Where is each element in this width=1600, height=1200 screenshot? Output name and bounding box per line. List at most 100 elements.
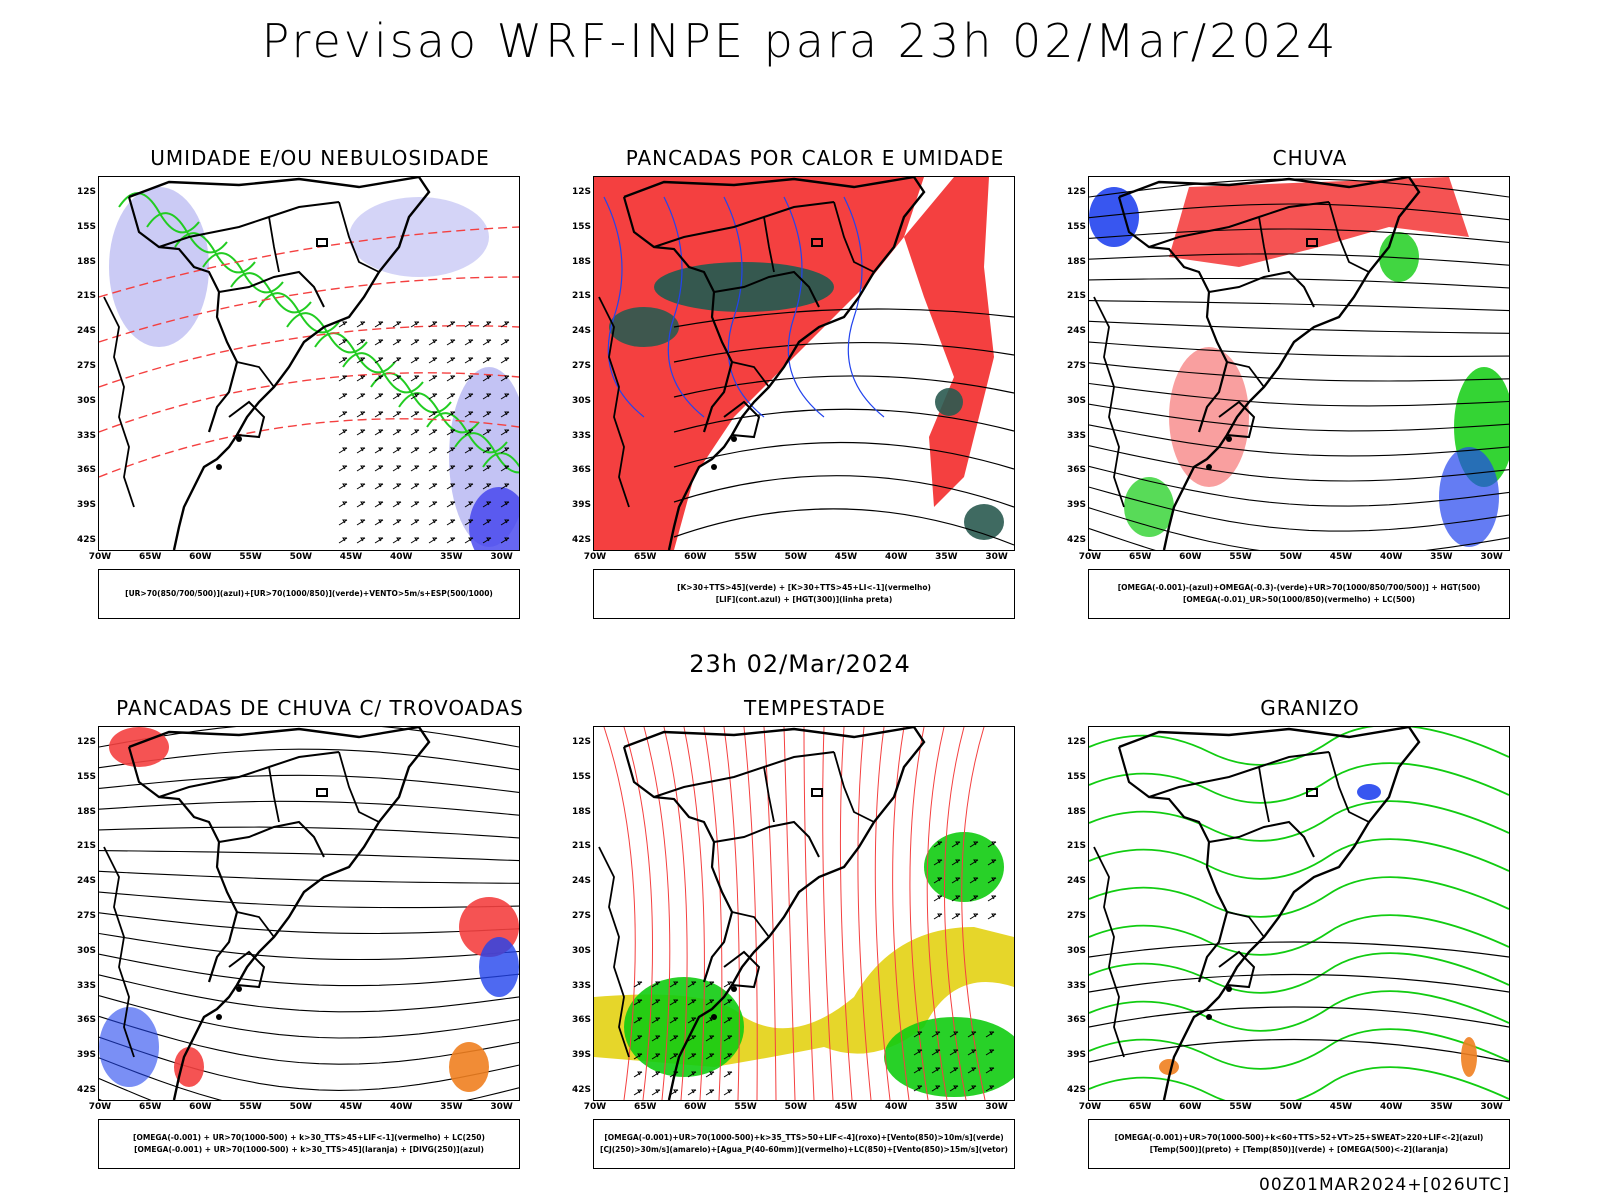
map-panel-5: TEMPESTADE 12S 15S 18S 21S 24S 27S 30S 33S 36S 39S… bbox=[565, 696, 1065, 1171]
latitude-label: 18S bbox=[76, 806, 96, 817]
panel-title: PANCADAS POR CALOR E UMIDADE bbox=[625, 146, 1005, 170]
latitude-label: 33S bbox=[571, 980, 591, 991]
latitude-label: 36S bbox=[1066, 465, 1086, 476]
valid-time-title: 23h 02/Mar/2024 bbox=[689, 650, 911, 678]
longitude-label: 50W bbox=[289, 552, 313, 562]
latitude-label: 42S bbox=[571, 1085, 591, 1095]
latitude-label: 18S bbox=[76, 256, 96, 267]
longitude-label: 70W bbox=[88, 1102, 112, 1112]
latitude-label: 39S bbox=[1066, 500, 1086, 511]
latitude-label: 30S bbox=[76, 945, 96, 956]
longitude-label: 50W bbox=[1279, 552, 1303, 562]
run-info-footer: 00Z01MAR2024+[026UTC] bbox=[1259, 1175, 1510, 1195]
longitude-label: 50W bbox=[1279, 1102, 1303, 1112]
latitude-label: 12S bbox=[571, 737, 591, 747]
longitude-label: 60W bbox=[1179, 1102, 1202, 1112]
latitude-label: 33S bbox=[571, 430, 591, 441]
longitude-label: 30W bbox=[490, 552, 513, 562]
longitude-label: 60W bbox=[1179, 552, 1202, 562]
longitude-label: 65W bbox=[633, 1102, 657, 1112]
longitude-label: 35W bbox=[1430, 552, 1453, 562]
latitude-label: 27S bbox=[76, 361, 96, 371]
panel-title: TEMPESTADE bbox=[744, 696, 886, 720]
longitude-label: 65W bbox=[138, 1102, 162, 1112]
latitude-label: 33S bbox=[76, 430, 96, 441]
latitude-label: 15S bbox=[76, 221, 96, 232]
latitude-label: 18S bbox=[1066, 256, 1086, 267]
latitude-label: 36S bbox=[1066, 1015, 1086, 1026]
latitude-label: 33S bbox=[1066, 430, 1086, 441]
map-area bbox=[1088, 176, 1510, 551]
weather-map bbox=[99, 177, 519, 550]
panel-legend: [OMEGA(-0.001)-(azul)+OMEGA(-0.3)-(verde… bbox=[1088, 569, 1510, 619]
panel-legend: [OMEGA(-0.001)+UR>70(1000-500)+k>35_TTS>… bbox=[593, 1119, 1015, 1169]
longitude-label: 45W bbox=[834, 552, 858, 562]
map-area bbox=[1088, 726, 1510, 1101]
longitude-label: 70W bbox=[583, 1102, 607, 1112]
latitude-label: 21S bbox=[571, 291, 591, 302]
longitude-label: 65W bbox=[1128, 552, 1152, 562]
latitude-label: 18S bbox=[1066, 806, 1086, 817]
longitude-label: 55W bbox=[734, 552, 757, 562]
latitude-label: 21S bbox=[76, 291, 96, 302]
weather-map bbox=[99, 727, 519, 1100]
latitude-label: 39S bbox=[571, 1050, 591, 1061]
latitude-label: 42S bbox=[76, 1085, 96, 1095]
map-panel-1: UMIDADE E/OU NEBULOSIDADE 12S 15S 18S 21S 24S… bbox=[70, 146, 570, 621]
map-area bbox=[98, 176, 520, 551]
panel-legend: [K>30+TTS>45](verde) + [K>30+TTS>45+LI<-… bbox=[593, 569, 1015, 619]
legend-line: [OMEGA(-0.001)-(azul)+OMEGA(-0.3)-(verde… bbox=[1117, 583, 1481, 592]
longitude-label: 35W bbox=[1430, 1102, 1453, 1112]
map-area bbox=[593, 726, 1015, 1101]
latitude-label: 15S bbox=[1066, 771, 1086, 782]
map-panel-2: PANCADAS POR CALOR E UMIDADE 12S 15S 18S 21S… bbox=[565, 146, 1065, 621]
longitude-label: 45W bbox=[339, 1102, 363, 1112]
longitude-label: 30W bbox=[985, 1102, 1008, 1112]
longitude-label: 50W bbox=[289, 1102, 313, 1112]
longitude-label: 45W bbox=[1329, 552, 1353, 562]
latitude-label: 39S bbox=[76, 1050, 96, 1061]
legend-line: [OMEGA(-0.01)_UR>50(1000/850)(vermelho) … bbox=[1182, 595, 1416, 604]
latitude-label: 39S bbox=[76, 500, 96, 511]
latitude-label: 27S bbox=[1066, 361, 1086, 371]
weather-map bbox=[594, 727, 1014, 1100]
panel-title: PANCADAS DE CHUVA C/ TROVOADAS bbox=[116, 696, 524, 720]
latitude-label: 15S bbox=[1066, 221, 1086, 232]
latitude-label: 12S bbox=[1066, 737, 1086, 747]
panel-legend: [UR>70(850/700/500)](azul)+[UR>70(1000/8… bbox=[98, 569, 520, 619]
longitude-label: 35W bbox=[440, 1102, 463, 1112]
latitude-label: 21S bbox=[571, 841, 591, 852]
latitude-label: 30S bbox=[571, 945, 591, 956]
latitude-label: 36S bbox=[571, 1015, 591, 1026]
latitude-label: 15S bbox=[571, 771, 591, 782]
longitude-label: 40W bbox=[1379, 1102, 1403, 1112]
latitude-label: 12S bbox=[76, 187, 96, 197]
latitude-label: 15S bbox=[571, 221, 591, 232]
longitude-label: 40W bbox=[884, 552, 908, 562]
longitude-label: 55W bbox=[239, 1102, 262, 1112]
longitude-label: 35W bbox=[935, 552, 958, 562]
longitude-label: 65W bbox=[138, 552, 162, 562]
main-title: Previsao WRF-INPE para 23h 02/Mar/2024 bbox=[261, 14, 1339, 68]
weather-map bbox=[594, 177, 1014, 550]
latitude-label: 42S bbox=[1066, 1085, 1086, 1095]
latitude-label: 39S bbox=[1066, 1050, 1086, 1061]
longitude-label: 30W bbox=[1480, 1102, 1503, 1112]
latitude-label: 21S bbox=[1066, 291, 1086, 302]
panel-title: GRANIZO bbox=[1260, 696, 1360, 720]
longitude-label: 45W bbox=[1329, 1102, 1353, 1112]
latitude-label: 39S bbox=[571, 500, 591, 511]
legend-line: [OMEGA(-0.001) + UR>70(1000-500) + k>30_… bbox=[133, 1133, 485, 1142]
latitude-label: 33S bbox=[76, 980, 96, 991]
latitude-label: 33S bbox=[1066, 980, 1086, 991]
latitude-label: 30S bbox=[1066, 395, 1086, 406]
latitude-label: 24S bbox=[1066, 326, 1086, 337]
latitude-label: 42S bbox=[571, 535, 591, 545]
legend-line: [LIF](cont.azul) + [HGT(300)](linha pret… bbox=[715, 595, 893, 604]
longitude-label: 30W bbox=[1480, 552, 1503, 562]
map-panel-6: GRANIZO 12S 15S 18S 21S 24S 27S 30S 33S 36S 39S 42S… bbox=[1060, 696, 1560, 1171]
latitude-label: 24S bbox=[571, 876, 591, 887]
longitude-label: 30W bbox=[985, 552, 1008, 562]
legend-line: [CJ(250)>30m/s](amarelo)+[Agua_P(40-60mm… bbox=[600, 1145, 1008, 1154]
latitude-label: 12S bbox=[76, 737, 96, 747]
